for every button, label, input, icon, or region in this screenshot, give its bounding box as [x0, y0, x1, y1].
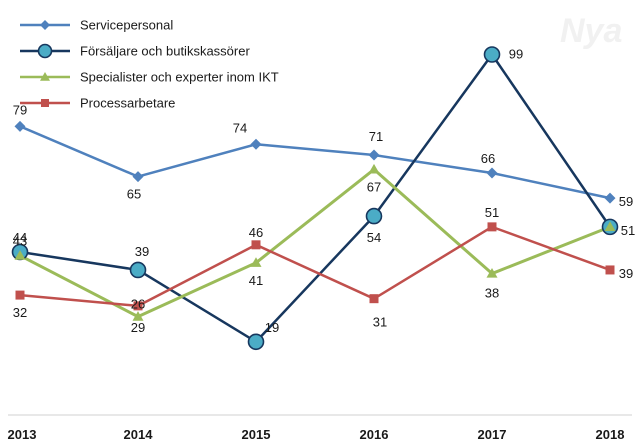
data-point: [483, 46, 501, 63]
data-point: [604, 221, 616, 231]
data-point: [251, 240, 261, 250]
data-label: 59: [619, 194, 633, 209]
data-label: 19: [265, 320, 279, 335]
x-tick-label: 2013: [8, 427, 37, 442]
x-tick-label: 2015: [242, 427, 271, 442]
series-line: [19, 125, 611, 200]
legend-swatch-marker: [41, 99, 49, 107]
data-point: [133, 301, 143, 311]
data-point: [250, 138, 262, 150]
data-point: [604, 192, 616, 204]
data-point: [14, 250, 26, 260]
data-point: [605, 265, 615, 275]
data-point: [368, 149, 380, 161]
data-label: 39: [135, 244, 149, 259]
legend-swatch-marker: [40, 20, 50, 30]
data-label: 32: [13, 305, 27, 320]
data-point: [15, 290, 25, 300]
data-point: [14, 120, 26, 132]
data-label: 65: [127, 187, 141, 202]
legend-entry-label: Servicepersonal: [80, 18, 173, 33]
data-label: 74: [233, 120, 247, 135]
data-label: 29: [131, 320, 145, 335]
x-axis-ticks: 2013 2014 2015 2016 2017 2018: [8, 427, 625, 442]
data-point: [487, 222, 497, 232]
data-label: 51: [485, 205, 499, 220]
x-tick-label: 2014: [124, 427, 154, 442]
watermark-logo: Nya: [560, 12, 622, 50]
series-line: [19, 167, 611, 319]
data-point: [486, 268, 498, 278]
series-lines: [19, 53, 612, 344]
data-label: 71: [369, 129, 383, 144]
legend-entry-label: Specialister och experter inom IKT: [80, 70, 279, 85]
legend-entry-label: Processarbetare: [80, 96, 175, 111]
data-point: [129, 261, 147, 279]
data-label: 38: [485, 286, 499, 301]
data-point: [250, 257, 262, 267]
series-markers: [11, 46, 619, 351]
data-labels: 79 65 74 71 66 59 44 39 19 54 99 51 43 26 41 67 38 32 29 46…: [13, 47, 635, 335]
legend-swatch-marker: [37, 43, 53, 59]
data-label: 39: [619, 266, 633, 281]
data-label: 51: [621, 223, 635, 238]
data-label: 31: [373, 315, 387, 330]
series-line: [19, 53, 612, 344]
data-point: [247, 333, 265, 351]
data-point: [365, 207, 383, 225]
data-point: [132, 171, 144, 183]
data-point: [368, 163, 380, 174]
data-label: 67: [367, 179, 381, 194]
data-label: 41: [249, 273, 263, 288]
legend-entry-label: Försäljare och butikskassörer: [80, 44, 250, 59]
data-label: 43: [13, 234, 27, 249]
legend-swatch-marker: [40, 72, 50, 81]
data-point: [132, 311, 144, 321]
legend: Servicepersonal Försäljare och butikskass…: [20, 18, 279, 111]
data-label: 66: [481, 151, 495, 166]
x-tick-label: 2016: [360, 427, 389, 442]
x-tick-label: 2017: [478, 427, 507, 442]
data-label: 54: [367, 230, 381, 245]
x-tick-label: 2018: [596, 427, 625, 442]
data-label: 26: [131, 297, 145, 312]
data-label: 79: [13, 102, 27, 117]
data-point: [486, 167, 498, 179]
data-point: [369, 294, 379, 304]
data-label: 44: [13, 230, 27, 245]
data-label: 99: [509, 47, 523, 62]
data-label: 46: [249, 225, 263, 240]
series-line: [19, 225, 611, 308]
